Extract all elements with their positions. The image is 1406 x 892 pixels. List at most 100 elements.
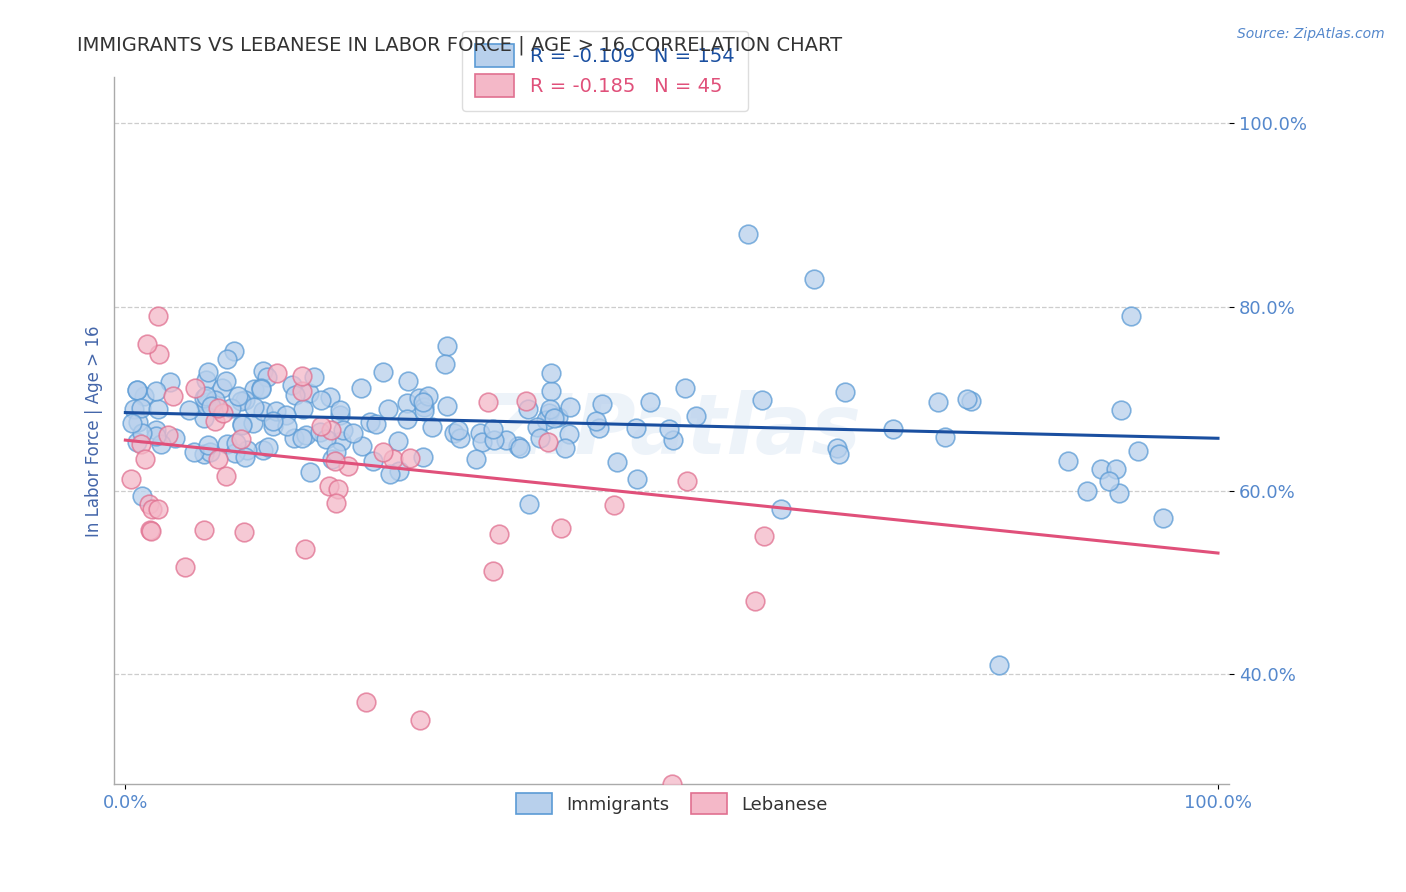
Point [276, 418, 298, 433]
Point [737, 227, 759, 241]
Point [284, 388, 307, 402]
Point [148, 347, 170, 361]
Point [508, 439, 530, 453]
Point [197, 437, 219, 451]
Point [396, 374, 419, 388]
Point [388, 464, 411, 478]
Point [585, 414, 607, 428]
Point [350, 439, 373, 453]
Point [1152, 511, 1174, 525]
Point [146, 309, 169, 323]
Point [319, 390, 342, 404]
Point [495, 434, 517, 448]
Point [412, 394, 434, 409]
Text: ZIPatlas: ZIPatlas [482, 391, 860, 472]
Point [215, 468, 238, 483]
Point [197, 394, 219, 409]
Point [214, 375, 236, 389]
Point [488, 526, 510, 541]
Point [603, 498, 626, 512]
Point [1090, 461, 1112, 475]
Point [225, 436, 247, 450]
Point [197, 365, 219, 379]
Point [207, 401, 229, 416]
Point [136, 336, 159, 351]
Point [243, 382, 266, 396]
Point [138, 497, 160, 511]
Point [547, 410, 569, 425]
Point [803, 272, 825, 286]
Point [250, 383, 273, 397]
Point [207, 451, 229, 466]
Point [231, 417, 253, 432]
Point [433, 357, 456, 371]
Point [145, 423, 167, 437]
Point [534, 412, 557, 426]
Point [309, 425, 332, 439]
Point [145, 429, 167, 443]
Point [127, 415, 149, 429]
Point [1076, 483, 1098, 498]
Point [519, 497, 541, 511]
Point [262, 419, 284, 434]
Point [233, 450, 256, 464]
Point [194, 398, 217, 412]
Point [231, 394, 253, 409]
Point [304, 370, 326, 384]
Point [754, 529, 776, 543]
Point [658, 422, 681, 436]
Point [1109, 402, 1132, 417]
Point [131, 425, 153, 440]
Point [413, 403, 436, 417]
Point [299, 465, 322, 479]
Legend: Immigrants, Lebanese: Immigrants, Lebanese [505, 782, 838, 825]
Point [624, 421, 647, 435]
Point [195, 373, 218, 387]
Point [638, 395, 661, 409]
Point [215, 437, 238, 451]
Point [465, 452, 488, 467]
Point [165, 431, 187, 445]
Point [661, 777, 683, 791]
Point [179, 402, 201, 417]
Point [591, 397, 613, 411]
Point [828, 447, 851, 461]
Point [332, 423, 354, 437]
Point [319, 423, 342, 437]
Point [217, 352, 239, 367]
Point [294, 541, 316, 556]
Point [242, 416, 264, 430]
Point [1119, 309, 1142, 323]
Point [129, 401, 152, 415]
Point [184, 382, 207, 396]
Point [1126, 444, 1149, 458]
Point [162, 389, 184, 403]
Point [315, 432, 337, 446]
Point [359, 415, 381, 429]
Point [354, 695, 377, 709]
Point [224, 446, 246, 460]
Point [291, 431, 314, 445]
Point [882, 422, 904, 436]
Point [371, 445, 394, 459]
Point [468, 425, 491, 440]
Point [481, 421, 503, 435]
Point [141, 524, 163, 538]
Point [204, 392, 226, 407]
Point [281, 377, 304, 392]
Point [554, 441, 576, 455]
Point [325, 496, 347, 510]
Point [380, 467, 402, 481]
Point [395, 412, 418, 426]
Point [231, 417, 253, 432]
Point [934, 430, 956, 444]
Point [329, 408, 352, 422]
Point [538, 401, 561, 416]
Point [321, 452, 343, 467]
Point [131, 489, 153, 503]
Point [471, 435, 494, 450]
Point [159, 376, 181, 390]
Point [416, 389, 439, 403]
Point [291, 401, 314, 416]
Point [387, 434, 409, 448]
